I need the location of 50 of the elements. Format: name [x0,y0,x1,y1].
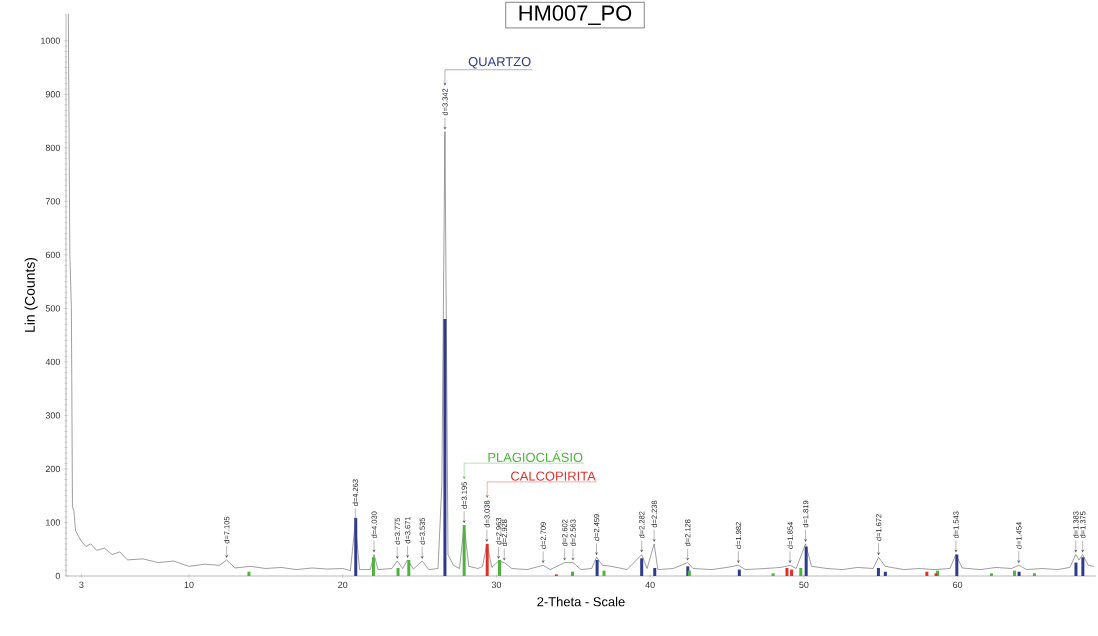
y-tick-label: 200 [45,465,61,473]
x-tick-label: 20 [338,581,348,588]
bar [1081,557,1085,576]
bar [1017,571,1021,576]
x-axis-title: 2-Theta - Scale [537,596,625,607]
text: QUARTZO [468,57,531,69]
y-tick-label: 500 [45,305,61,312]
text: PLAGIOCLÁSIO [488,450,583,462]
y-tick-label: 900 [45,91,61,98]
x-tick-label: 10 [184,581,194,588]
bar [785,567,789,576]
bar [925,571,929,576]
y-tick-label: 600 [45,251,61,259]
bar [653,567,657,576]
x-tick-label: 50 [799,581,809,588]
bar [1012,570,1016,576]
bar [687,570,691,576]
bar [804,546,808,576]
chart-title: HM007_PO [519,5,632,25]
bar [883,571,887,576]
bar [790,569,794,576]
bar [595,559,599,576]
bar [1074,562,1078,576]
y-tick-label: 1000 [41,37,60,44]
y-tick-label: 800 [45,144,61,151]
bar [737,569,741,576]
bar [247,571,251,576]
x-tick-label: 30 [491,581,502,588]
bar [640,558,644,576]
y-tick-label: 400 [45,358,61,366]
bar [371,557,375,576]
bar [354,518,358,576]
bar [396,567,400,576]
bar [1032,573,1036,576]
bar [602,570,606,576]
bar [771,573,775,576]
bar [876,567,880,576]
x-tick-label: 60 [953,581,963,588]
y-tick-label: 0 [55,572,61,580]
y-axis-title: Lin (Counts) [24,257,38,332]
x-tick-label: 40 [645,581,655,588]
bar [799,567,803,576]
y-tick-label: 100 [46,519,61,526]
x-tick-label: 3 [79,581,84,588]
bar [571,571,575,576]
bar [989,573,993,576]
y-tick-label: 700 [45,198,61,205]
text: CALCOPIRITA [511,471,596,481]
bar [443,319,447,576]
y-tick-label: 300 [45,412,61,419]
